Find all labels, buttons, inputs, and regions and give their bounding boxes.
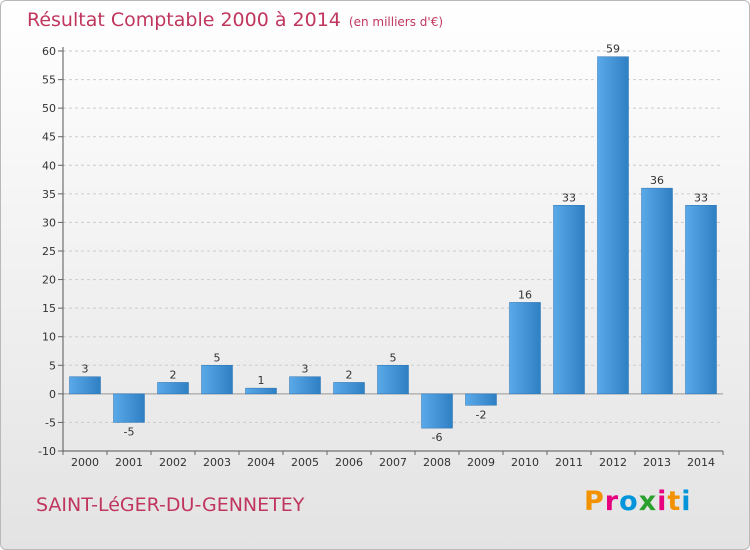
bar-2011 — [553, 205, 585, 395]
logo-letter: x — [638, 486, 658, 517]
x-tick-label-2005: 2005 — [291, 456, 319, 469]
x-tick-label-2011: 2011 — [555, 456, 583, 469]
x-tick-label-2009: 2009 — [467, 456, 495, 469]
value-label-2013: 36 — [650, 174, 664, 187]
y-tick-label: 25 — [42, 245, 56, 258]
y-tick-label: 35 — [42, 188, 56, 201]
commune-name: SAINT-LéGER-DU-GENNETEY — [36, 494, 305, 516]
bar-2006 — [333, 382, 365, 395]
y-tick-label: 0 — [49, 388, 56, 401]
value-label-2011: 33 — [562, 191, 576, 204]
logo-letter: i — [681, 486, 692, 517]
logo-letter: t — [667, 486, 682, 517]
x-tick-label-2007: 2007 — [379, 456, 407, 469]
logo-letter: o — [619, 486, 639, 517]
proxiti-logo: Proxiti — [584, 486, 692, 517]
y-tick-label: 60 — [42, 45, 56, 58]
x-tick-label-2006: 2006 — [335, 456, 363, 469]
y-tick-label: 40 — [42, 159, 56, 172]
bar-2004 — [245, 387, 277, 395]
bar-2000 — [69, 376, 101, 395]
value-label-2014: 33 — [694, 191, 708, 204]
bar-2003 — [201, 365, 233, 395]
bars — [69, 56, 717, 429]
x-tick-label-2004: 2004 — [247, 456, 275, 469]
y-tick-label: -10 — [38, 445, 56, 458]
x-tick-label-2002: 2002 — [159, 456, 187, 469]
y-tick-label: 10 — [42, 331, 56, 344]
bar-2010 — [509, 302, 541, 395]
y-tick-label: 55 — [42, 74, 56, 87]
value-label-2001: -5 — [124, 425, 135, 438]
logo-letter: r — [604, 486, 620, 517]
y-tick-label: 5 — [49, 359, 56, 372]
bar-2012 — [597, 56, 629, 395]
value-labels: 3 -5 2 5 1 3 2 5 -6 -2 16 33 59 36 33 — [82, 43, 709, 444]
bar-2005 — [289, 376, 321, 395]
value-label-2005: 3 — [302, 363, 309, 376]
x-tick-label-2012: 2012 — [599, 456, 627, 469]
x-tick-label-2001: 2001 — [115, 456, 143, 469]
x-tick-label-2008: 2008 — [423, 456, 451, 469]
x-tick-label-2010: 2010 — [511, 456, 539, 469]
value-label-2002: 2 — [170, 368, 177, 381]
y-tick-label: 50 — [42, 102, 56, 115]
chart-title-text: Résultat Comptable 2000 à 2014 — [27, 9, 341, 31]
y-tick-label: 30 — [42, 216, 56, 229]
value-label-2003: 5 — [214, 351, 221, 364]
bar-2014 — [685, 205, 717, 395]
value-label-2006: 2 — [346, 368, 353, 381]
value-label-2007: 5 — [390, 351, 397, 364]
x-tick-label-2014: 2014 — [687, 456, 715, 469]
y-tick-label: -5 — [45, 416, 56, 429]
x-tick-label-2013: 2013 — [643, 456, 671, 469]
value-label-2012: 59 — [606, 43, 620, 56]
bar-2007 — [377, 365, 409, 395]
value-label-2008: -6 — [432, 431, 443, 444]
x-tick-label-2000: 2000 — [71, 456, 99, 469]
value-label-2004: 1 — [258, 374, 265, 387]
logo-letter: P — [584, 486, 605, 517]
value-label-2000: 3 — [82, 363, 89, 376]
value-label-2009: -2 — [476, 408, 487, 421]
bar-2009 — [465, 393, 497, 406]
y-tick-label: 20 — [42, 274, 56, 287]
chart-subtitle: (en milliers d'€) — [348, 15, 444, 29]
x-tick-label-2003: 2003 — [203, 456, 231, 469]
value-label-2010: 16 — [518, 288, 532, 301]
bar-2013 — [641, 187, 673, 395]
bar-2001 — [113, 393, 145, 423]
y-tick-label: 15 — [42, 302, 56, 315]
bar-2002 — [157, 382, 189, 395]
bar-2008 — [421, 393, 453, 429]
chart-title: Résultat Comptable 2000 à 2014 (en millie… — [27, 9, 443, 31]
y-tick-label: 45 — [42, 131, 56, 144]
logo-letter: i — [657, 486, 668, 517]
